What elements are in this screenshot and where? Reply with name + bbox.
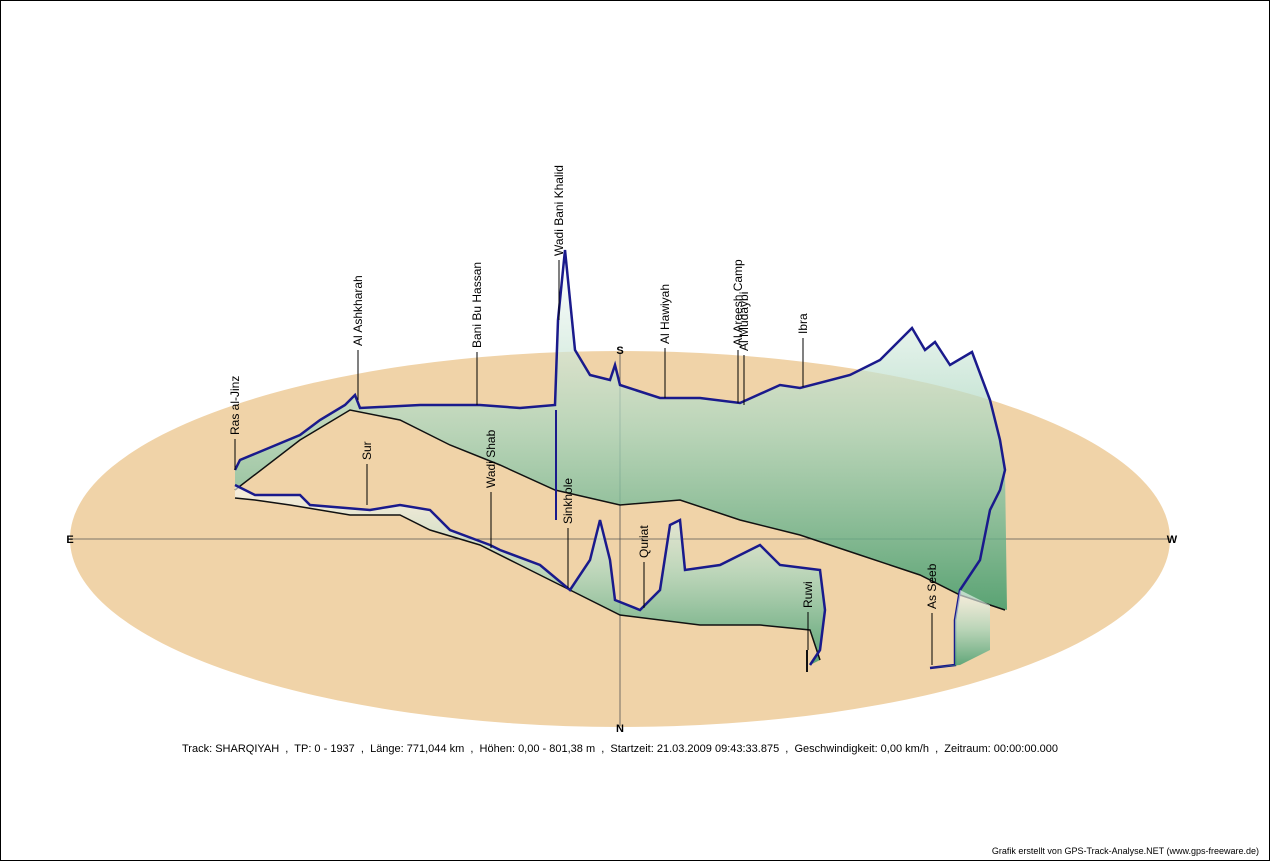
track-line: [234, 483, 827, 666]
place-label: Ras al-Jinz: [228, 376, 242, 435]
place-label: Quriat: [637, 525, 651, 558]
place-label: Al Mudaybi: [737, 292, 751, 351]
place-label: As Seeb: [925, 563, 939, 609]
track-wall: [235, 250, 1007, 610]
track-info: Track: SHARQIYAH , TP: 0 - 1937 , Länge:…: [182, 743, 1058, 755]
track-wall: [930, 590, 990, 668]
place-label: Bani Bu Hassan: [470, 262, 484, 348]
track-wall: [235, 485, 825, 665]
compass-label: S: [616, 345, 623, 357]
place-label: Al Hawiyah: [658, 284, 672, 344]
credit: Grafik erstellt von GPS-Track-Analyse.NE…: [992, 846, 1259, 856]
place-label: Sinkhole: [561, 478, 575, 524]
ground-line: [234, 497, 821, 661]
place-label: Wadi Bani Khalid: [552, 165, 566, 256]
place-label: Al Ashkharah: [351, 275, 365, 346]
compass-label: N: [616, 723, 624, 735]
track-line: [233, 249, 1007, 670]
place-label: Sur: [360, 441, 374, 460]
compass-label: E: [66, 534, 73, 546]
place-label: Al Areesh Camp: [731, 259, 745, 346]
place-label: Ruwi: [801, 581, 815, 608]
compass-label: W: [1167, 534, 1178, 546]
place-label: Ibra: [796, 313, 810, 334]
place-label: Wadi Shab: [484, 429, 498, 488]
ground-line: [234, 409, 1006, 611]
